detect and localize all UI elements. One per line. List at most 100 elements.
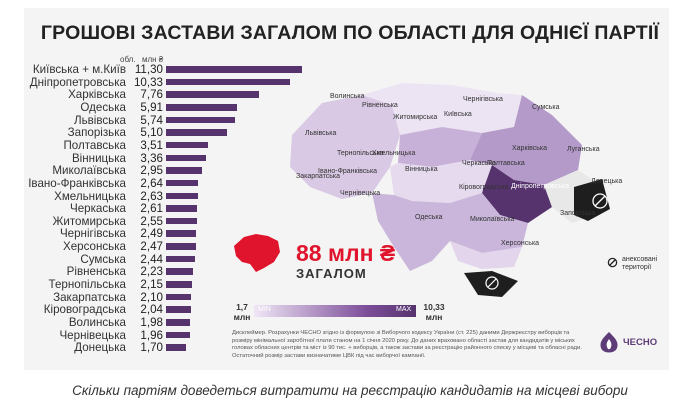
map-region-label: Запорізька	[560, 210, 596, 217]
value-label: 7,76	[140, 88, 163, 102]
value-label: 2,15	[140, 278, 163, 292]
map-region-label: Житомирська	[393, 114, 438, 121]
category-label: Дніпропетровська	[29, 75, 126, 89]
gradient-min-label: MIN	[258, 306, 271, 313]
category-label: Рівненська	[66, 265, 126, 279]
bar	[166, 167, 202, 174]
category-label: Чернівецька	[59, 328, 126, 342]
map-kherson	[450, 241, 522, 269]
bar	[166, 154, 207, 162]
category-label: Миколаївська	[52, 164, 126, 178]
total-value: 88 млн ₴	[296, 240, 396, 266]
value-label: 2,95	[140, 164, 163, 178]
map-east	[470, 95, 582, 185]
value-label: 2,44	[140, 252, 163, 266]
map-region-label: Тернопільська	[337, 150, 384, 157]
gradient-max-value: 10,33 млн	[423, 302, 445, 322]
category-label: Івано-Франківська	[28, 176, 126, 190]
map-region-label: Хмельницька	[372, 150, 416, 157]
bar	[166, 192, 198, 200]
bar	[166, 66, 302, 73]
gradient-max-label: MAX	[396, 306, 412, 313]
chesno-logo-icon	[600, 332, 618, 353]
category-label: Хмельницька	[54, 189, 126, 203]
value-label: 2,64	[140, 176, 163, 190]
value-label: 2,23	[140, 265, 163, 279]
value-label: 2,63	[140, 189, 163, 203]
disclaimer: Дисклеймер. Розрахунки ЧЕСНО згідно із ф…	[232, 330, 582, 359]
map-north	[362, 83, 522, 135]
bar	[166, 78, 291, 86]
gradient-min-value: 1,7 млн	[233, 302, 251, 322]
value-label: 2,10	[140, 290, 163, 304]
map-south	[372, 193, 528, 271]
value-label: 5,10	[140, 126, 163, 140]
map-region-label: Харківська	[512, 145, 547, 152]
value-label: 5,74	[140, 113, 163, 127]
value-label: 2,04	[140, 303, 163, 317]
map-region-label: Сумська	[532, 104, 560, 111]
value-label: 3,36	[140, 151, 163, 165]
category-label: Закарпатська	[53, 290, 126, 304]
bar	[166, 141, 209, 149]
region-column-header: обл.	[120, 55, 136, 64]
map-region-label: Київська	[444, 111, 472, 118]
ukraine-map	[290, 83, 610, 297]
map-region-label: Херсонська	[501, 240, 540, 247]
map-west	[290, 95, 400, 199]
bar	[166, 319, 190, 326]
map-region-label: Донецька	[591, 178, 623, 185]
map-region-label: Миколаївська	[470, 216, 515, 223]
map-region-label: Івано-Франківська	[318, 168, 378, 175]
map-region-label: Полтавська	[487, 160, 525, 167]
map-center	[390, 160, 492, 203]
bar	[166, 281, 192, 288]
map-region-label: Львівська	[305, 130, 337, 137]
ukraine-silhouette-icon	[234, 234, 280, 272]
map-region-label: Волинська	[330, 93, 365, 100]
category-label: Львівська	[73, 113, 126, 127]
category-label: Київська + м.Київ	[32, 63, 126, 76]
bar	[166, 293, 192, 301]
category-label: Донецька	[74, 341, 126, 355]
value-label: 3,51	[140, 138, 163, 152]
value-label: 11,30	[134, 63, 163, 76]
bar	[166, 205, 198, 212]
occupied-territory-label: анексовані території	[622, 256, 658, 271]
category-label: Чернігівська	[59, 227, 126, 241]
bar	[166, 217, 197, 225]
value-label: 2,49	[140, 227, 163, 241]
category-label: Полтавська	[63, 138, 126, 152]
chesno-logo-text: ЧЕСНО	[623, 337, 658, 348]
chart-title: ГРОШОВІ ЗАСТАВИ ЗАГАЛОМ ПО ОБЛАСТІ ДЛЯ О…	[40, 22, 660, 44]
value-label: 5,91	[140, 100, 163, 114]
value-label: 2,55	[140, 214, 163, 228]
gradient-legend-bar	[254, 305, 416, 317]
bar	[166, 103, 238, 111]
unit-column-header: млн ₴	[142, 55, 164, 64]
bar	[166, 129, 228, 136]
category-label: Вінницька	[71, 151, 126, 165]
bar	[166, 255, 196, 263]
value-label: 1,98	[140, 316, 163, 329]
category-label: Одеська	[80, 100, 126, 114]
bar	[166, 344, 187, 351]
value-label: 2,47	[140, 240, 163, 254]
bar	[166, 230, 196, 238]
map-region-label: Дніпропетровська	[511, 183, 570, 190]
bar	[166, 306, 191, 313]
category-label: Волинська	[68, 316, 126, 329]
bar	[166, 91, 260, 98]
map-region-label: Вінницька	[405, 166, 438, 173]
image-caption: Скільки партіям доведеться витратити на …	[72, 383, 628, 398]
total-label: ЗАГАЛОМ	[296, 266, 367, 281]
category-label: Запорізька	[67, 126, 126, 140]
category-label: Черкаська	[69, 202, 126, 216]
value-label: 1,70	[140, 341, 163, 355]
map-region-label: Одеська	[415, 214, 443, 221]
bar	[166, 116, 236, 124]
map-region-label: Рівненська	[362, 102, 398, 109]
value-label: 1,96	[140, 328, 163, 342]
map-region-label: Закарпатська	[296, 173, 341, 180]
bar	[166, 243, 196, 250]
